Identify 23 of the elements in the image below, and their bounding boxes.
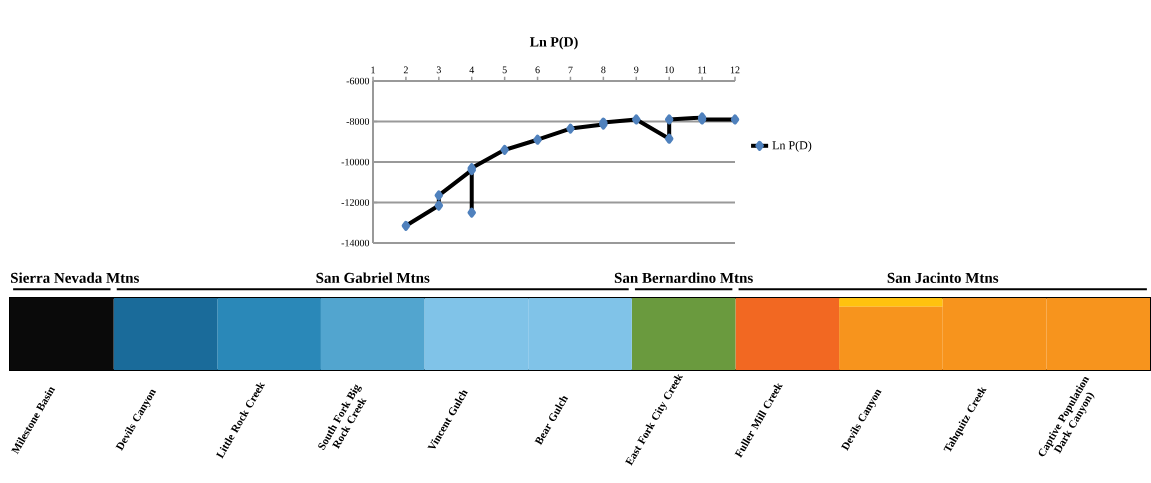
x-tick-label: 12: [730, 66, 740, 74]
x-tick-label: 6: [535, 66, 540, 74]
x-tick-label: 2: [403, 66, 408, 74]
y-tick-label: -6000: [346, 77, 370, 85]
x-tick-label: 10: [665, 66, 674, 74]
x-tick-label: 3: [436, 66, 441, 74]
x-tick-label: 11: [698, 66, 707, 74]
x-tick-label: 8: [601, 66, 606, 74]
text: San Gabriel Mtns: [316, 272, 430, 283]
y-tick-label: -12000: [341, 199, 370, 206]
text: Sierra Nevada Mtns: [11, 272, 139, 283]
x-tick-label: 5: [502, 66, 507, 74]
y-tick-label: -8000: [346, 118, 370, 125]
x-tick-label: 1: [371, 66, 375, 74]
chart-title: Ln P(D): [529, 36, 578, 50]
y-tick-label: -10000: [341, 158, 370, 166]
x-tick-label: 4: [469, 66, 475, 74]
legend-label: Ln P(D): [772, 140, 812, 152]
x-tick-label: 7: [568, 66, 573, 74]
y-tick-label: -14000: [341, 239, 370, 247]
text: San Jacinto Mtns: [887, 272, 999, 283]
text: San Bernardino Mtns: [614, 272, 753, 283]
x-tick-label: 9: [634, 66, 639, 74]
